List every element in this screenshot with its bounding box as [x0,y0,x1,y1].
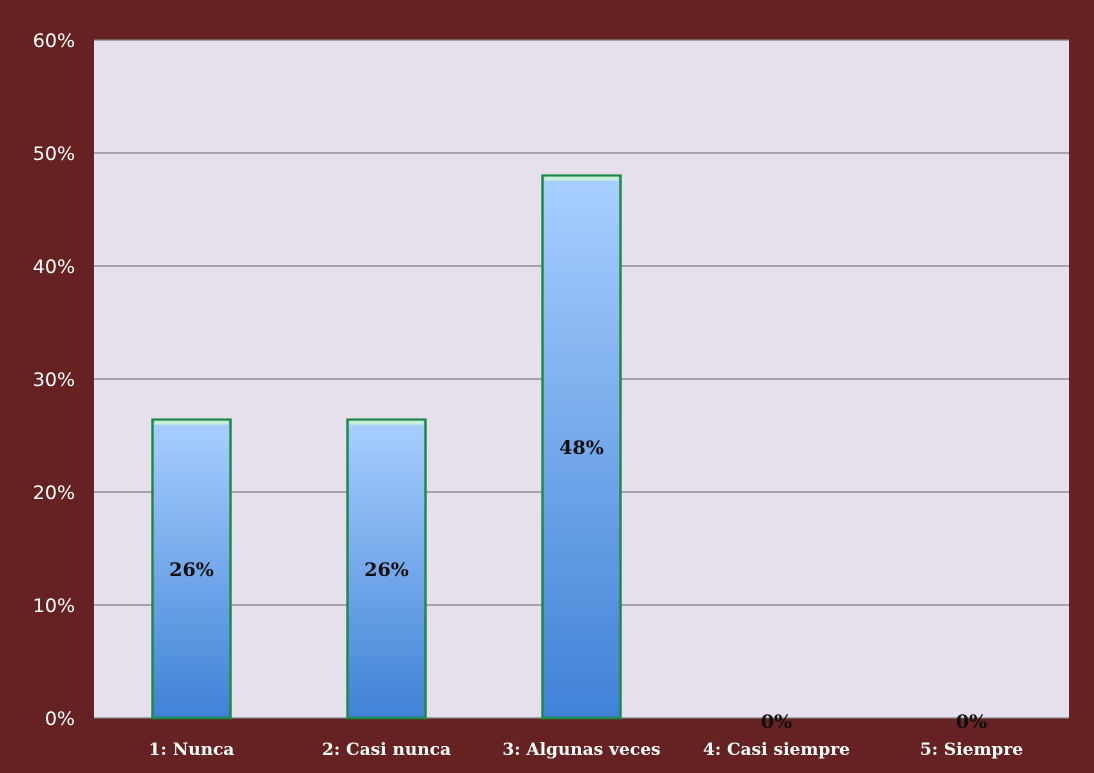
bar [151,418,232,720]
bar-highlight [544,176,619,181]
data-label: 26% [364,559,409,581]
x-category-label: 3: Algunas veces [502,740,660,760]
bar [541,174,622,720]
x-category-label: 2: Casi nunca [322,740,451,760]
y-tick-label: 10% [33,595,75,617]
y-tick-label: 40% [33,256,75,278]
data-labels: 26% 26% 48% 0% 0% [169,437,987,733]
x-category-label: 5: Siempre [920,740,1023,760]
data-label: 0% [956,711,987,733]
x-category-label: 1: Nunca [149,740,235,760]
y-tick-label: 20% [33,482,75,504]
data-label: 0% [761,711,792,733]
x-axis-labels: 1: Nunca 2: Casi nunca 3: Algunas veces 4: … [149,740,1024,760]
y-tick-label: 30% [33,369,75,391]
y-tick-label: 50% [33,143,75,165]
x-category-label: 4: Casi siempre [703,740,850,760]
bars [151,174,622,720]
bar-highlight [154,420,229,425]
bar-highlight [349,420,424,425]
data-label: 48% [559,437,604,459]
y-axis-ticks: 0% 10% 20% 30% 40% 50% 60% [33,30,75,730]
y-tick-label: 60% [33,30,75,52]
data-label: 26% [169,559,214,581]
bar [346,418,427,720]
y-tick-label: 0% [45,708,75,730]
